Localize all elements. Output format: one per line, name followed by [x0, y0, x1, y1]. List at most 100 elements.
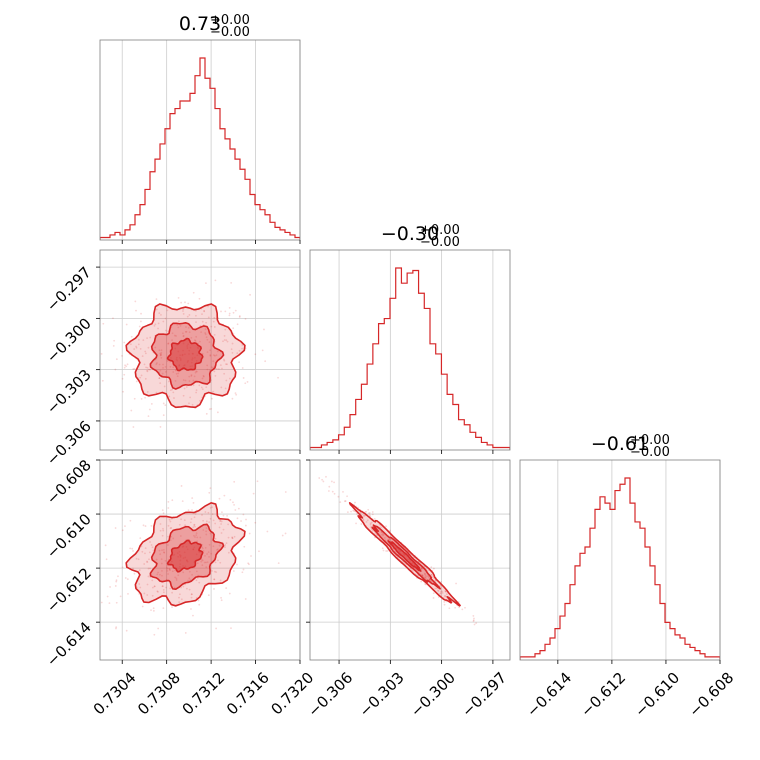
sample-point: [212, 545, 215, 548]
sample-point: [190, 374, 193, 376]
sample-point: [256, 480, 259, 483]
scatter-points: [100, 279, 279, 428]
sample-point: [428, 578, 431, 581]
sample-point: [232, 327, 235, 330]
sample-point: [114, 585, 117, 587]
sample-point: [368, 514, 371, 516]
sample-point: [205, 520, 208, 523]
sample-point: [124, 525, 126, 528]
sample-point: [434, 579, 436, 582]
sample-point: [180, 518, 182, 521]
sample-point: [191, 403, 194, 406]
sample-point: [123, 366, 126, 369]
sample-point: [230, 348, 233, 351]
sample-point: [154, 346, 157, 349]
sample-point: [189, 396, 192, 399]
sample-point: [193, 534, 195, 537]
sample-point: [125, 629, 128, 632]
sample-point: [205, 386, 208, 389]
sample-point: [167, 342, 170, 345]
y-tick-label: −0.297: [43, 263, 95, 315]
sample-point: [217, 559, 219, 562]
sample-point: [228, 377, 231, 380]
x-tick-label: 0.7312: [179, 669, 229, 719]
sample-point: [380, 533, 383, 536]
sample-point: [126, 363, 129, 366]
sample-point: [223, 359, 226, 362]
sample-point: [151, 579, 154, 582]
sample-point: [444, 590, 447, 593]
sample-point: [163, 551, 166, 554]
sample-point: [223, 494, 226, 497]
sample-point: [172, 537, 175, 540]
sample-point: [143, 563, 146, 565]
sample-point: [215, 354, 218, 357]
x-tick-label: −0.614: [523, 669, 575, 721]
sample-point: [119, 595, 122, 598]
sample-point: [362, 518, 365, 521]
sample-point: [152, 586, 154, 589]
sample-point: [472, 615, 475, 617]
sample-point: [160, 351, 163, 354]
sample-point: [179, 324, 182, 327]
sample-point: [178, 596, 180, 599]
sample-point: [155, 391, 158, 394]
sample-point: [113, 339, 116, 342]
sample-point: [225, 339, 228, 342]
sample-point: [194, 339, 196, 342]
sample-point: [207, 594, 210, 597]
sample-point: [220, 596, 222, 599]
sample-point: [179, 535, 182, 537]
sample-point: [227, 551, 230, 554]
sample-point: [455, 582, 457, 585]
sample-point: [169, 520, 172, 523]
sample-point: [147, 415, 150, 418]
scatter-points: [100, 480, 287, 636]
sample-point: [121, 529, 124, 532]
sample-point: [183, 519, 186, 522]
sample-point: [322, 480, 325, 483]
sample-point: [221, 511, 223, 514]
sample-point: [142, 524, 145, 527]
sample-point: [100, 352, 103, 355]
sample-point: [191, 497, 194, 499]
sample-point: [233, 503, 235, 506]
sample-point: [321, 478, 324, 481]
sample-point: [209, 507, 212, 509]
sample-point: [443, 601, 446, 603]
sample-point: [155, 298, 158, 300]
sample-point: [209, 354, 212, 357]
sample-point: [194, 536, 196, 538]
sample-point: [160, 353, 163, 356]
sample-point: [371, 511, 374, 513]
sample-point: [238, 349, 241, 352]
sample-point: [464, 606, 466, 609]
sample-point: [199, 399, 201, 402]
sample-point: [218, 526, 221, 529]
sample-point: [231, 537, 234, 540]
histogram-line: [310, 267, 510, 450]
sample-point: [330, 480, 333, 483]
contour-level-3: [166, 539, 204, 573]
sample-point: [146, 370, 149, 373]
sample-point: [209, 532, 212, 535]
sample-point: [159, 354, 162, 357]
sample-point: [175, 577, 178, 580]
sample-point: [182, 313, 185, 315]
sample-point: [208, 408, 211, 411]
sample-point: [211, 570, 213, 572]
sample-point: [178, 593, 181, 596]
sample-point: [218, 497, 221, 500]
sample-point: [162, 363, 164, 366]
sample-point: [192, 614, 194, 617]
sample-point: [448, 607, 451, 610]
sample-point: [220, 599, 223, 602]
sample-point: [162, 512, 165, 515]
sample-point: [180, 586, 183, 589]
sample-point: [161, 585, 164, 587]
sample-point: [159, 382, 162, 385]
sample-point: [213, 326, 216, 328]
sample-point: [247, 562, 250, 565]
sample-point: [145, 366, 147, 369]
sample-point: [371, 513, 374, 516]
